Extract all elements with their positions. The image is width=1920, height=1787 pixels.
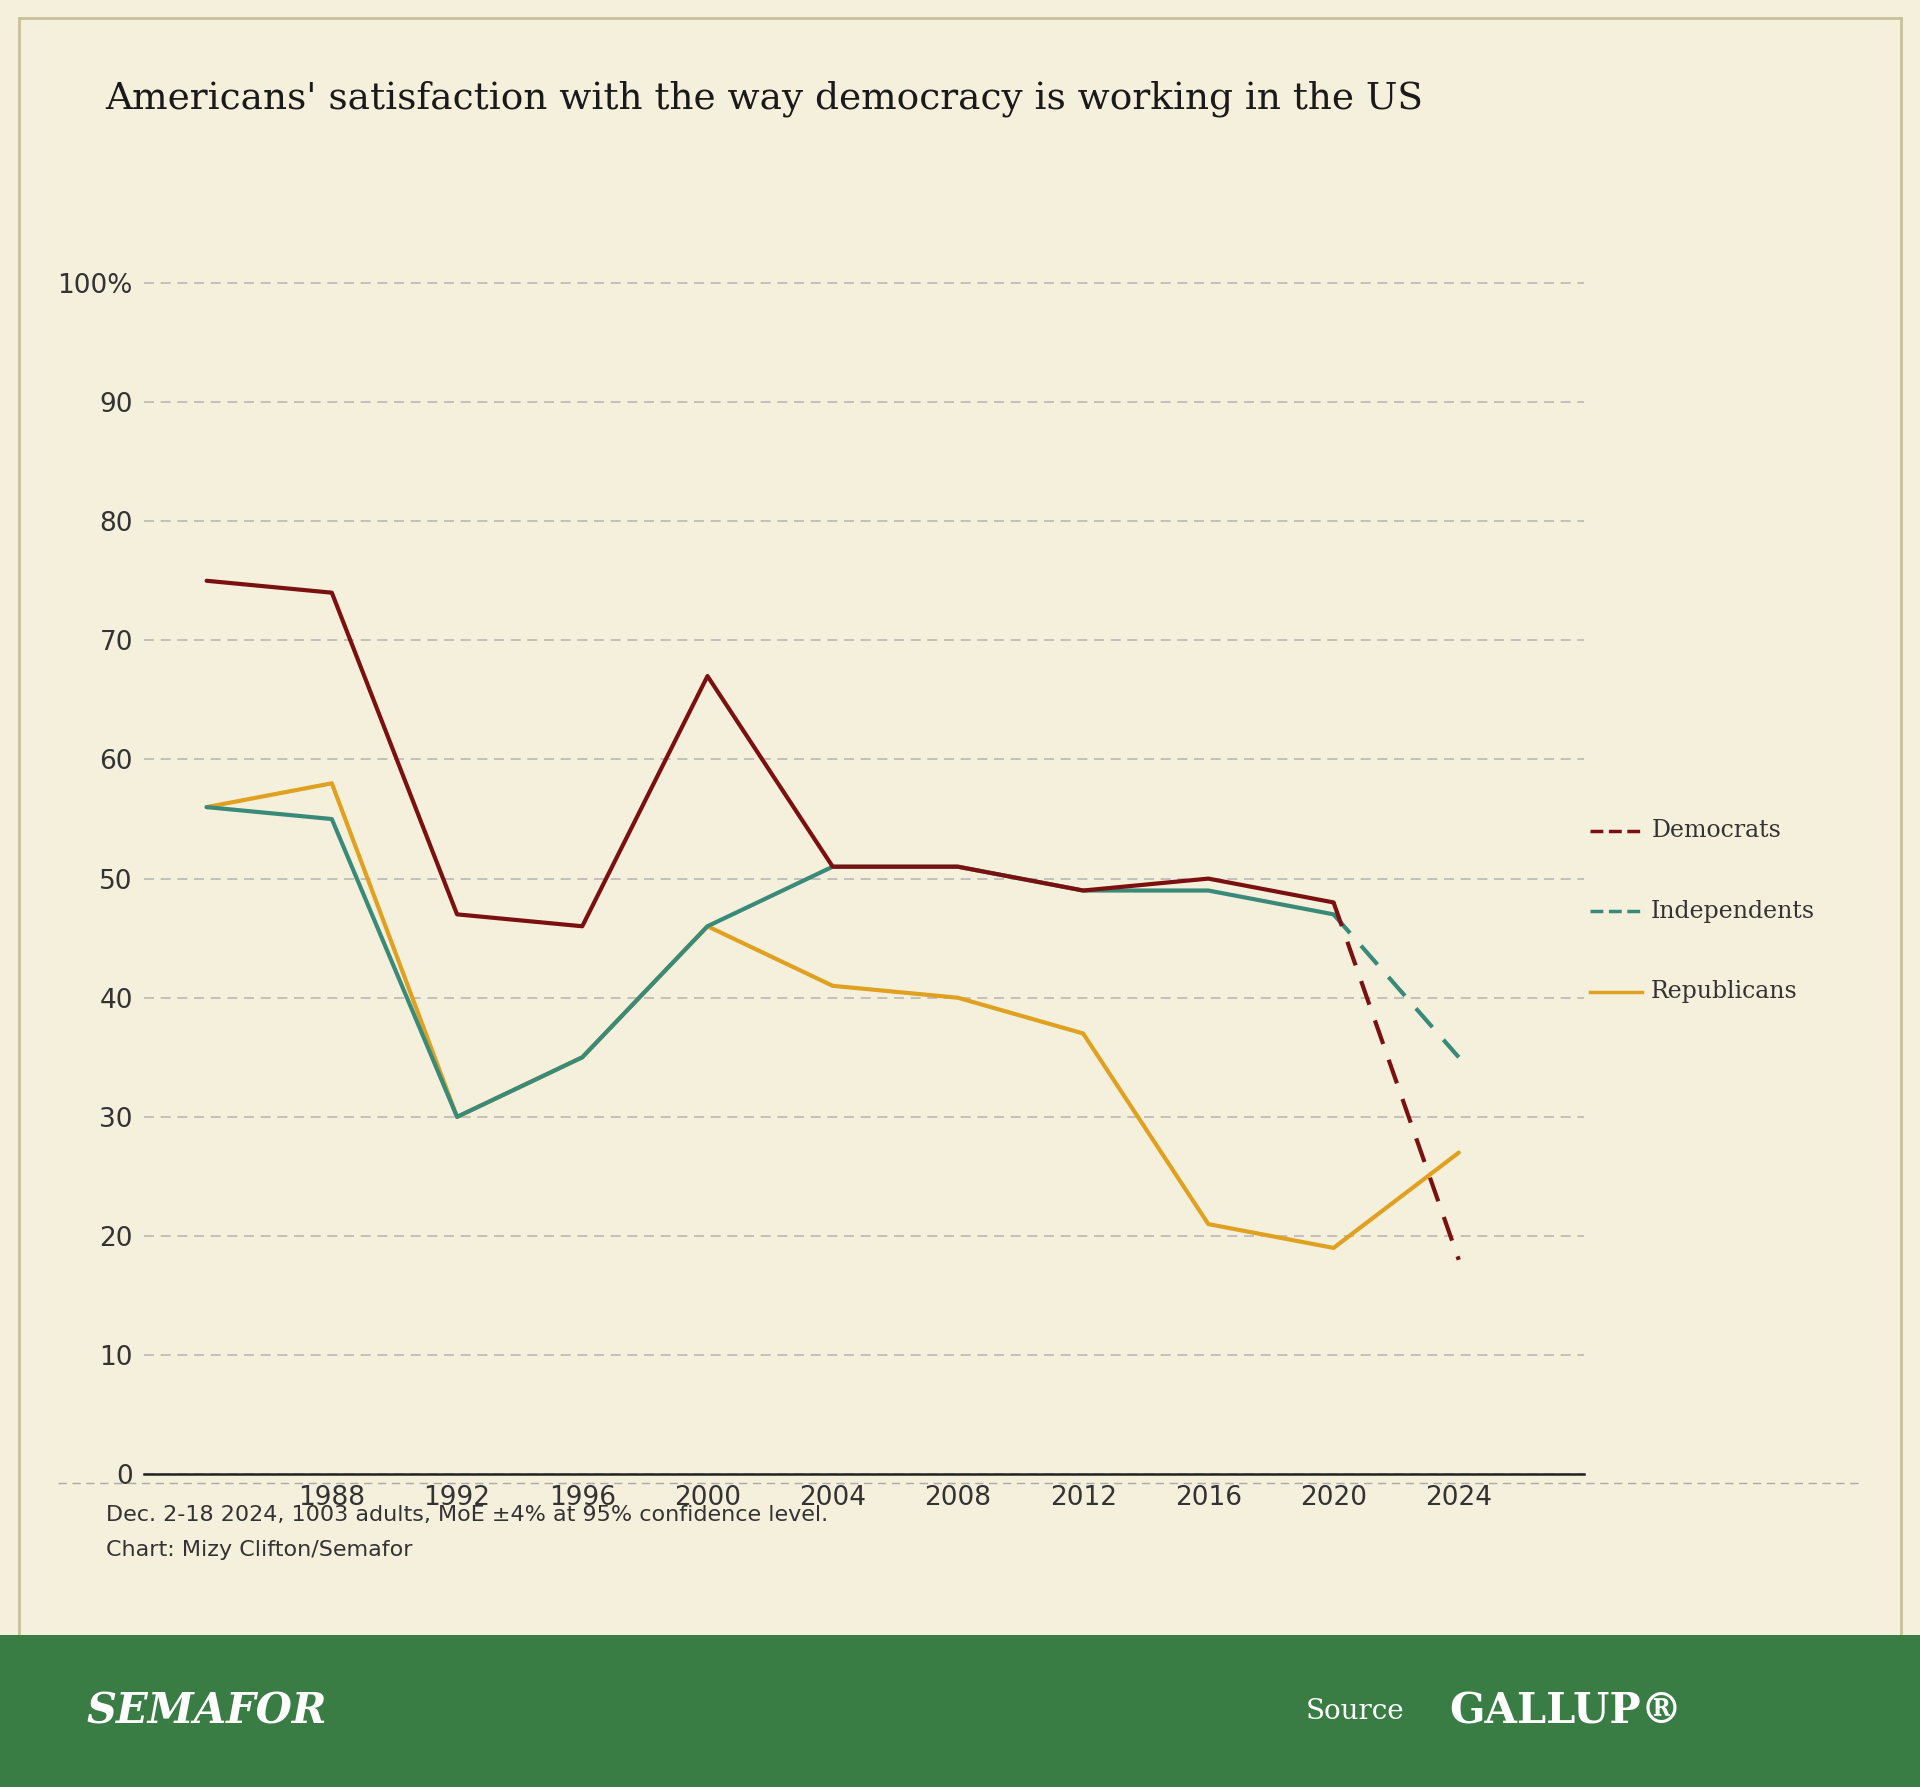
Text: Chart: Mizy Clifton/Semafor: Chart: Mizy Clifton/Semafor [106, 1540, 413, 1560]
Text: Dec. 2-18 2024, 1003 adults, MoE ±4% at 95% confidence level.: Dec. 2-18 2024, 1003 adults, MoE ±4% at … [106, 1505, 828, 1524]
Text: Source: Source [1306, 1698, 1404, 1724]
Text: Democrats: Democrats [1651, 820, 1782, 842]
Text: Americans' satisfaction with the way democracy is working in the US: Americans' satisfaction with the way dem… [106, 80, 1423, 116]
Text: GALLUP®: GALLUP® [1450, 1691, 1682, 1732]
Text: Independents: Independents [1651, 901, 1814, 922]
Text: SEMAFOR: SEMAFOR [86, 1691, 326, 1732]
Text: Republicans: Republicans [1651, 981, 1797, 1003]
